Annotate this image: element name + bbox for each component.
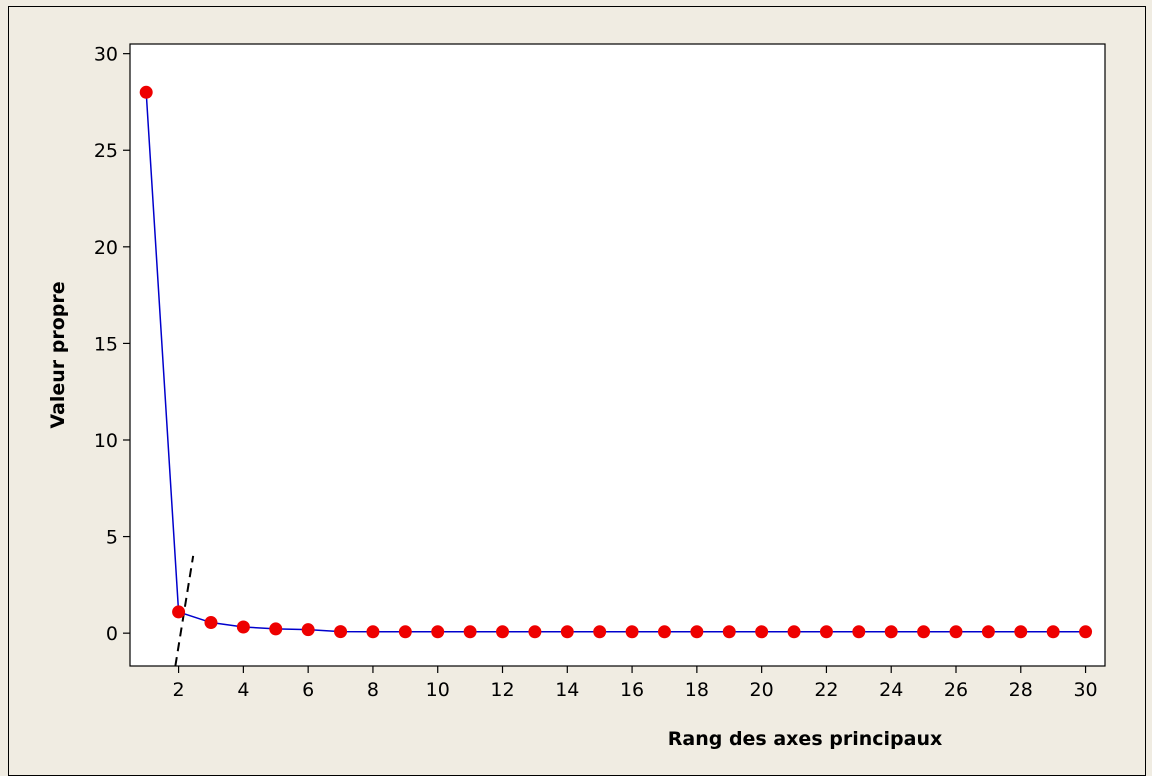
data-point [301,623,315,637]
data-point [819,625,833,639]
data-point [560,625,574,639]
data-point [981,625,995,639]
x-tick-label: 28 [1009,679,1033,701]
data-point [236,620,250,634]
x-tick-label: 6 [302,679,314,701]
data-point [787,625,801,639]
x-axis: 2 4 6 8 10 12 14 16 18 20 22 24 26 28 30 [173,666,1098,701]
data-point [949,625,963,639]
x-tick-label: 10 [426,679,450,701]
y-tick-label: 30 [94,44,118,66]
data-point [852,625,866,639]
data-point [625,625,639,639]
x-tick-label: 18 [685,679,709,701]
data-point [1046,625,1060,639]
x-tick-label: 24 [879,679,903,701]
data-point [755,625,769,639]
data-points [139,85,1093,639]
y-tick-label: 10 [94,430,118,452]
data-point [657,625,671,639]
y-tick-label: 15 [94,333,118,355]
x-tick-label: 8 [367,679,379,701]
data-point [334,625,348,639]
data-point [917,625,931,639]
x-tick-label: 20 [750,679,774,701]
y-tick-label: 0 [106,623,118,645]
data-point [269,622,283,636]
data-point [528,625,542,639]
y-axis: 0 5 10 15 20 25 30 [94,44,130,645]
x-tick-label: 30 [1073,679,1097,701]
y-tick-label: 25 [94,140,118,162]
plot-area [129,43,1106,667]
data-point [139,85,153,99]
x-tick-label: 2 [173,679,185,701]
data-point [204,616,218,630]
x-tick-label: 12 [490,679,514,701]
x-tick-label: 26 [944,679,968,701]
x-axis-label: Rang des axes principaux [668,728,942,750]
x-tick-label: 4 [237,679,249,701]
y-tick-label: 5 [106,527,118,549]
data-point [172,605,186,619]
x-tick-label: 16 [620,679,644,701]
annotation-line [174,555,195,667]
data-point [496,625,510,639]
data-point [1079,625,1093,639]
data-point [1014,625,1028,639]
y-axis-label: Valeur propre [47,281,69,428]
data-point [431,625,445,639]
data-point [398,625,412,639]
data-point [884,625,898,639]
data-point [593,625,607,639]
data-point [366,625,380,639]
x-tick-label: 14 [555,679,579,701]
data-point [722,625,736,639]
y-tick-label: 20 [94,237,118,259]
data-point [463,625,477,639]
data-point [690,625,704,639]
x-tick-label: 22 [814,679,838,701]
